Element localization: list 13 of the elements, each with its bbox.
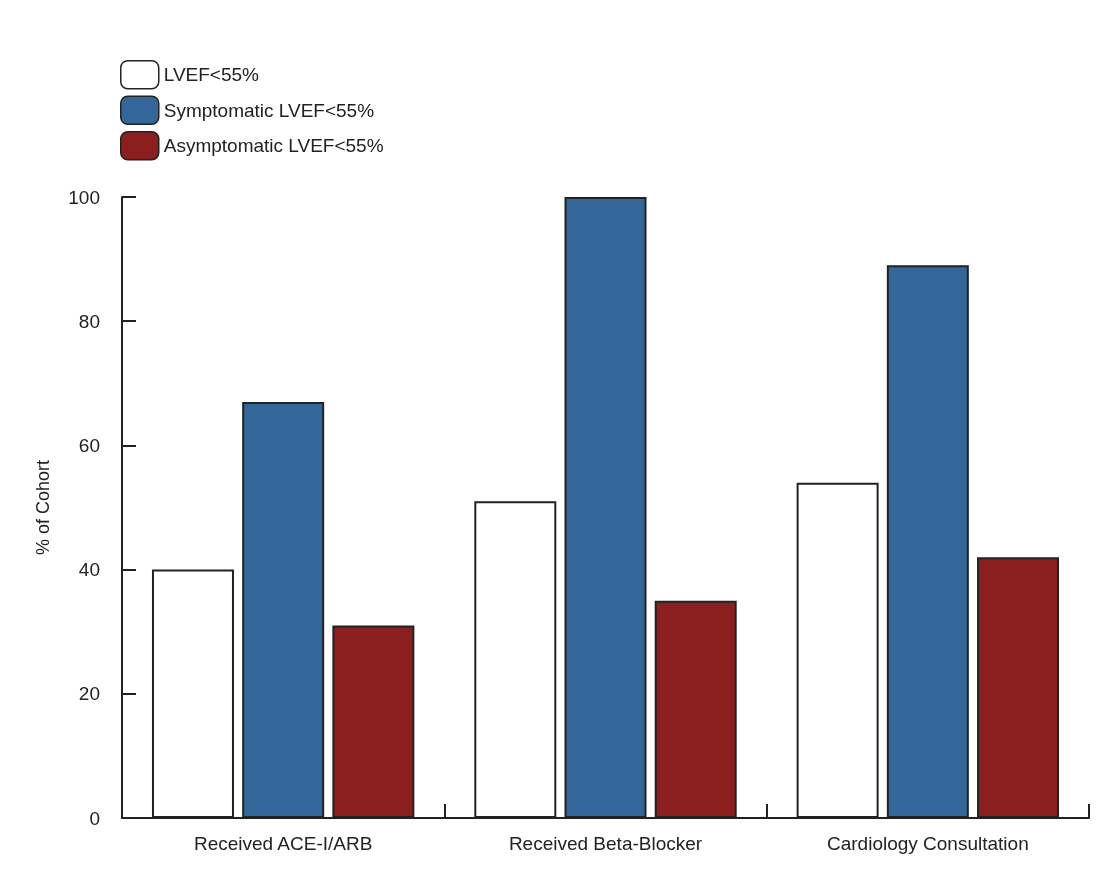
legend-label: Asymptomatic LVEF<55% bbox=[163, 135, 384, 157]
x-tick-label: Received Beta-Blocker bbox=[508, 833, 703, 854]
y-axis-title: % of Cohort bbox=[33, 459, 53, 556]
x-tick-label: Cardiology Consultation bbox=[826, 833, 1029, 854]
x-tick-label: Received ACE-I/ARB bbox=[193, 833, 373, 854]
y-tick-label: 100 bbox=[68, 186, 100, 208]
y-tick-label: 40 bbox=[78, 559, 100, 581]
legend-label: Symptomatic LVEF<55% bbox=[163, 99, 375, 121]
y-tick-label: 0 bbox=[89, 807, 100, 829]
y-tick-label: 80 bbox=[78, 310, 100, 332]
y-tick-label: 60 bbox=[78, 434, 100, 456]
y-tick-label: 20 bbox=[78, 683, 100, 705]
legend-label: LVEF<55% bbox=[163, 64, 260, 86]
